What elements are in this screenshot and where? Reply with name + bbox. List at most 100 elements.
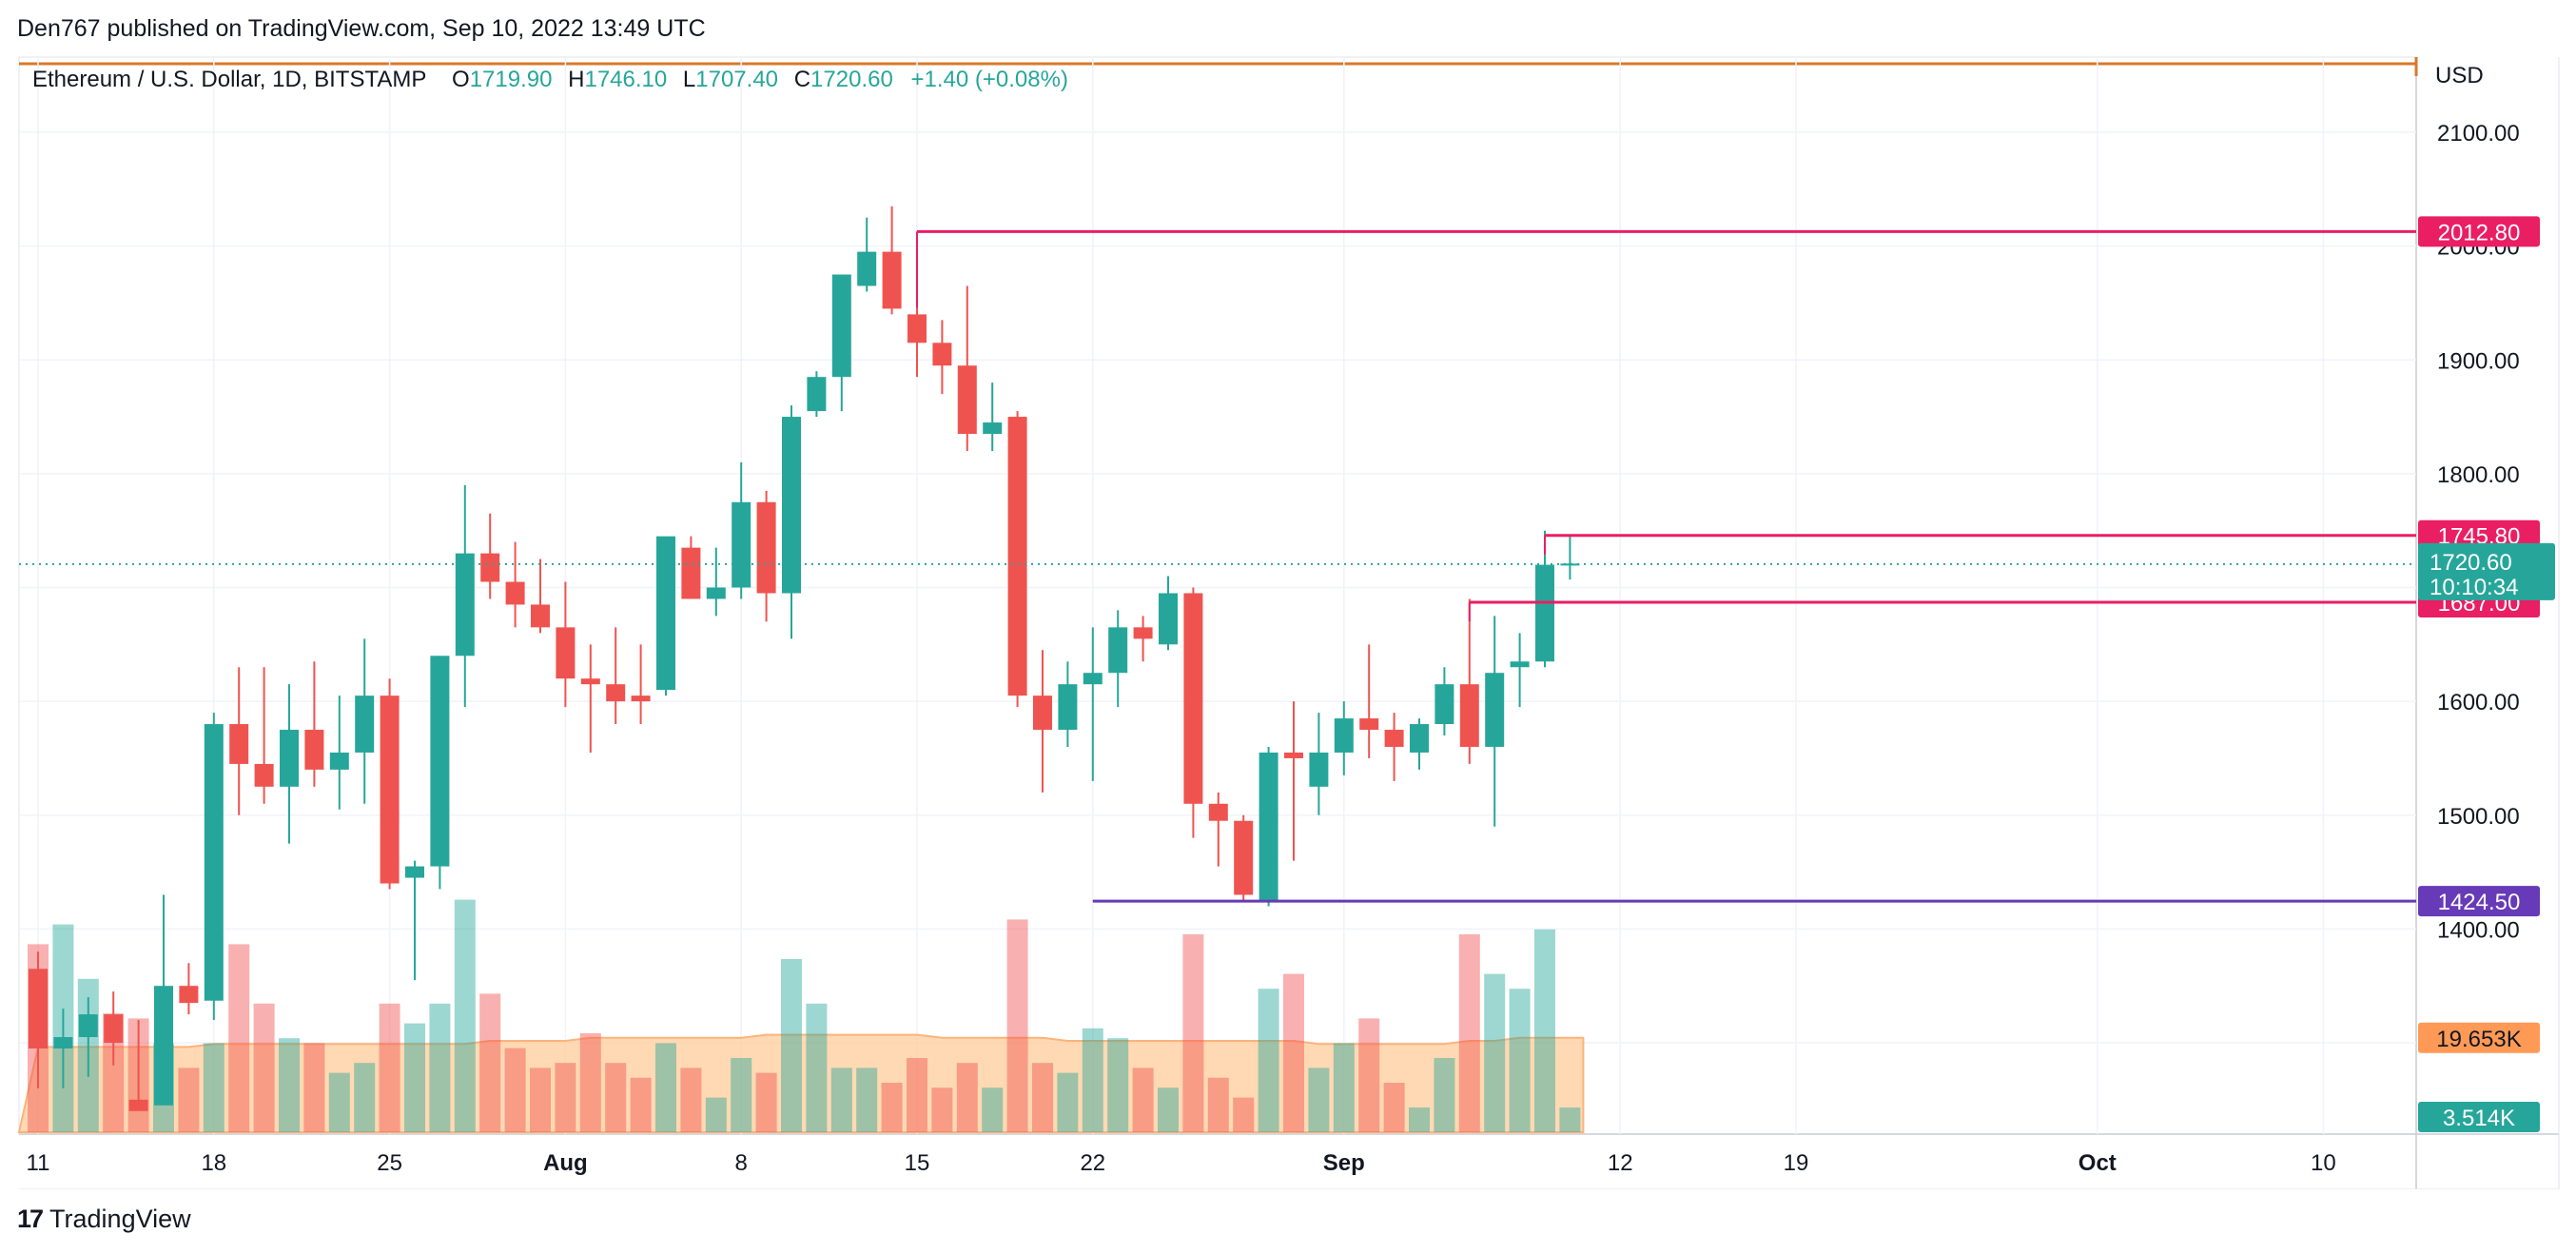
candle-body bbox=[1208, 803, 1228, 821]
brand-name: TradingView bbox=[49, 1205, 191, 1233]
volume-bar bbox=[279, 1038, 300, 1132]
volume-bar bbox=[856, 1068, 878, 1132]
candle-body bbox=[304, 730, 324, 770]
volume-bar bbox=[1383, 1083, 1405, 1132]
candle-body bbox=[606, 684, 626, 702]
candle-body bbox=[1560, 563, 1580, 566]
volume-bar bbox=[555, 1063, 576, 1132]
candle-body bbox=[1058, 684, 1078, 731]
currency-label[interactable]: USD bbox=[2435, 63, 2484, 88]
symbol-legend: Ethereum / U.S. Dollar, 1D, BITSTAMP O17… bbox=[32, 67, 1068, 93]
candle-body bbox=[932, 343, 952, 366]
candle-body bbox=[1284, 752, 1303, 758]
volume-bar bbox=[806, 1003, 828, 1132]
candle-body bbox=[1535, 564, 1554, 662]
x-tick-label: 25 bbox=[377, 1150, 402, 1176]
candle-body bbox=[857, 251, 877, 286]
volume-bar bbox=[1258, 989, 1279, 1132]
volume-bar bbox=[1057, 1072, 1079, 1132]
high-label: H bbox=[568, 67, 585, 92]
volume-bar bbox=[178, 1068, 200, 1132]
candle-body bbox=[756, 501, 776, 594]
volume-bar bbox=[379, 1003, 400, 1132]
open-value: 1719.90 bbox=[469, 67, 553, 92]
candles bbox=[29, 206, 1580, 1111]
candle-body bbox=[556, 627, 576, 679]
low-label: L bbox=[682, 67, 696, 92]
x-tick-label: 15 bbox=[905, 1150, 930, 1176]
tradingview-brand[interactable]: 17 TradingView bbox=[17, 1205, 191, 1234]
volume-bar bbox=[1358, 1018, 1380, 1132]
candle-body bbox=[1133, 627, 1153, 639]
volume-ma-area bbox=[17, 1033, 1585, 1133]
candle-body bbox=[430, 656, 450, 867]
candle-body bbox=[732, 501, 751, 588]
candle-body bbox=[329, 752, 349, 770]
volume-bar bbox=[253, 1003, 275, 1132]
candle-body bbox=[179, 986, 199, 1004]
candle-body bbox=[1234, 820, 1254, 895]
x-tick-label: 10 bbox=[2311, 1150, 2336, 1176]
x-tick-label: 11 bbox=[27, 1150, 50, 1176]
candle-body bbox=[154, 986, 173, 1106]
level-badge-label: 2012.80 bbox=[2438, 220, 2521, 245]
candle-body bbox=[204, 724, 224, 1001]
candle-body bbox=[254, 763, 274, 787]
volume-bar bbox=[1006, 919, 1028, 1132]
candle-body bbox=[782, 417, 801, 594]
x-tick-label: Oct bbox=[2078, 1150, 2117, 1176]
candle-body bbox=[280, 730, 299, 787]
candle-body bbox=[1434, 684, 1454, 725]
candle-body bbox=[505, 581, 525, 605]
tradingview-logo-icon: 17 bbox=[17, 1205, 44, 1233]
volume-bar bbox=[1308, 1068, 1330, 1132]
candle-body bbox=[706, 587, 726, 599]
volume-badge bbox=[2418, 1102, 2540, 1132]
volume-pane bbox=[17, 899, 1585, 1133]
candle-body bbox=[1033, 696, 1052, 731]
y-axis: 2100.002000.001900.001800.001700.001600.… bbox=[19, 121, 2520, 1057]
volume-bar bbox=[303, 1043, 325, 1132]
x-tick-label: 22 bbox=[1080, 1150, 1105, 1176]
candle-body bbox=[1007, 417, 1027, 696]
open-label: O bbox=[452, 67, 470, 92]
candle-body bbox=[957, 365, 977, 435]
volume-bar bbox=[680, 1068, 702, 1132]
x-tick-label: Aug bbox=[543, 1150, 588, 1176]
volume-bar bbox=[504, 1048, 526, 1132]
volume-badge-label: 3.514K bbox=[2443, 1106, 2515, 1131]
y-tick-label: 1600.00 bbox=[2437, 690, 2520, 715]
candle-body bbox=[983, 422, 1003, 435]
x-tick-label: 12 bbox=[1608, 1150, 1633, 1176]
symbol-name: Ethereum / U.S. Dollar, 1D, BITSTAMP bbox=[32, 67, 427, 92]
volume-bar bbox=[1333, 1043, 1355, 1132]
volume-bar bbox=[579, 1033, 601, 1132]
volume-bar bbox=[1409, 1107, 1430, 1132]
level-badge bbox=[2418, 886, 2540, 917]
candle-body bbox=[831, 274, 851, 378]
volume-bar bbox=[605, 1063, 627, 1132]
volume-badge-label: 19.653K bbox=[2436, 1027, 2521, 1052]
y-tick-label: 1900.00 bbox=[2437, 348, 2520, 374]
volume-bar bbox=[479, 993, 501, 1132]
x-tick-label: 19 bbox=[1784, 1150, 1809, 1176]
volume-bar bbox=[1182, 934, 1204, 1132]
candle-body bbox=[807, 377, 827, 412]
candle-body bbox=[1108, 627, 1128, 674]
volume-bar bbox=[705, 1097, 727, 1132]
x-tick-label: 18 bbox=[201, 1150, 226, 1176]
price-chart[interactable]: 2100.002000.001900.001800.001700.001600.… bbox=[0, 0, 2576, 1189]
volume-bar bbox=[630, 1077, 652, 1132]
candle-body bbox=[1510, 661, 1530, 668]
candle-body bbox=[405, 866, 424, 878]
candle-body bbox=[907, 314, 927, 343]
volume-bar bbox=[1233, 1097, 1255, 1132]
y-tick-label: 1400.00 bbox=[2437, 917, 2520, 943]
volume-bar bbox=[956, 1063, 978, 1132]
volume-bar bbox=[328, 1072, 350, 1132]
volume-bar bbox=[1207, 1077, 1229, 1132]
close-label: C bbox=[793, 67, 811, 92]
volume-bar bbox=[982, 1087, 1004, 1132]
volume-bar bbox=[731, 1058, 752, 1132]
